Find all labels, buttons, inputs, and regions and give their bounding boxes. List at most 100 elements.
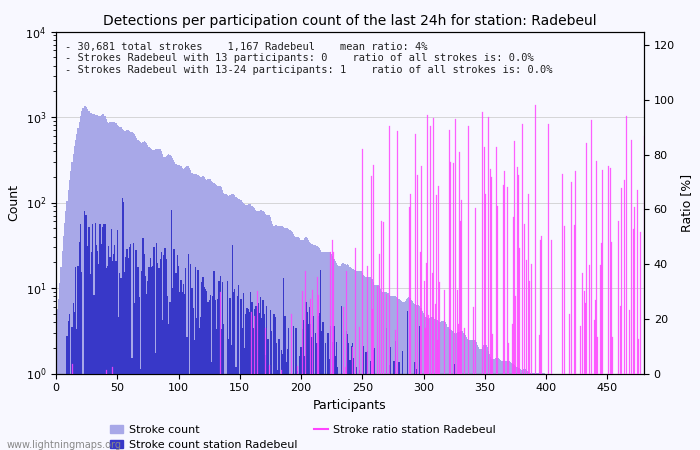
Bar [63, 236, 64, 450]
Bar [255, 306, 256, 450]
Bar [599, 374, 601, 450]
Bar [108, 122, 109, 450]
Bar [374, 348, 375, 450]
Bar [342, 262, 343, 450]
Bar [348, 343, 349, 450]
Bar [190, 170, 191, 450]
Bar [243, 203, 244, 450]
Bar [277, 370, 279, 450]
Bar [360, 446, 362, 450]
Bar [390, 346, 391, 450]
Bar [313, 245, 314, 450]
Bar [370, 277, 372, 450]
Bar [314, 245, 315, 450]
Bar [194, 174, 195, 450]
Bar [553, 374, 554, 450]
Bar [248, 309, 249, 450]
Bar [335, 356, 336, 450]
Bar [470, 340, 472, 450]
Bar [622, 374, 624, 450]
Bar [122, 130, 124, 450]
Bar [197, 270, 199, 450]
Bar [135, 250, 136, 450]
Bar [188, 166, 189, 450]
Bar [279, 226, 281, 450]
Bar [410, 298, 411, 450]
Bar [196, 318, 197, 450]
Bar [304, 238, 305, 450]
Bar [620, 374, 622, 450]
Bar [70, 400, 71, 450]
Bar [478, 412, 480, 450]
Bar [266, 215, 267, 450]
Bar [412, 383, 413, 450]
Bar [112, 261, 113, 450]
Bar [200, 176, 201, 450]
Bar [206, 291, 207, 450]
Bar [140, 369, 141, 450]
Bar [435, 396, 436, 450]
Bar [414, 304, 416, 450]
Bar [344, 409, 346, 450]
Bar [218, 186, 220, 450]
Bar [124, 131, 125, 450]
Bar [188, 254, 189, 450]
Bar [490, 357, 491, 450]
Bar [414, 362, 416, 450]
Bar [74, 146, 75, 450]
Bar [239, 199, 240, 450]
Bar [78, 242, 80, 450]
Bar [286, 362, 287, 450]
Bar [411, 300, 412, 450]
Bar [258, 211, 259, 450]
Bar [277, 225, 279, 450]
Bar [449, 394, 450, 450]
Bar [179, 165, 181, 450]
Bar [116, 123, 117, 450]
Bar [136, 250, 137, 450]
Bar [139, 297, 140, 450]
Bar [292, 374, 293, 450]
Bar [576, 374, 578, 450]
Bar [190, 264, 191, 450]
Bar [76, 134, 78, 450]
Bar [272, 225, 274, 450]
Bar [314, 399, 315, 450]
Bar [244, 348, 245, 450]
Bar [125, 131, 127, 450]
Bar [586, 374, 587, 450]
Bar [132, 243, 134, 450]
Bar [400, 300, 401, 450]
Bar [347, 265, 348, 450]
Bar [456, 333, 457, 450]
Bar [101, 244, 102, 450]
Bar [351, 346, 352, 450]
Bar [575, 374, 576, 450]
Bar [178, 165, 179, 450]
Bar [220, 329, 222, 450]
Bar [608, 374, 609, 450]
Bar [118, 126, 119, 450]
Bar [113, 122, 114, 450]
Bar [281, 225, 282, 450]
Bar [412, 301, 413, 450]
Bar [318, 313, 320, 450]
Bar [406, 402, 407, 450]
Bar [450, 414, 451, 450]
Bar [288, 229, 289, 450]
Bar [544, 374, 545, 450]
Bar [382, 292, 384, 450]
Bar [379, 382, 380, 450]
Bar [179, 292, 181, 450]
Bar [88, 111, 90, 450]
Bar [357, 414, 358, 450]
Bar [302, 329, 303, 450]
Bar [320, 250, 321, 450]
Bar [336, 342, 337, 450]
Bar [452, 332, 454, 450]
Bar [271, 221, 272, 450]
Bar [617, 374, 619, 450]
Bar [186, 338, 188, 450]
Bar [266, 306, 267, 450]
Bar [284, 228, 286, 450]
